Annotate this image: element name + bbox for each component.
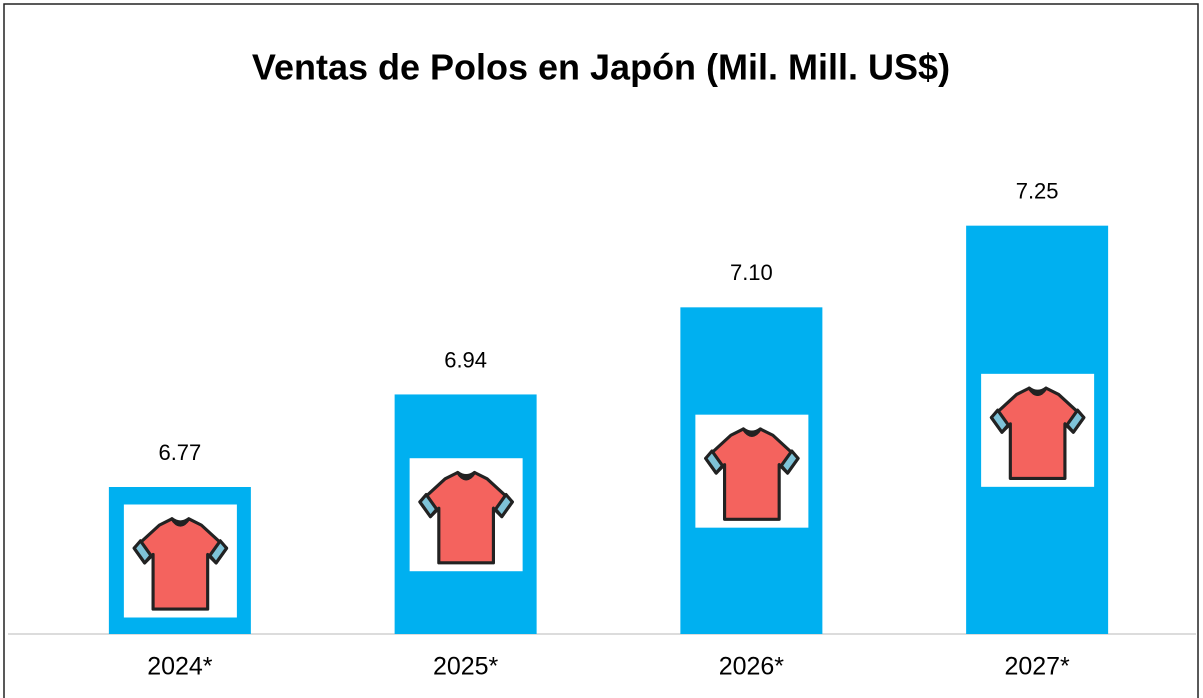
chart-title: Ventas de Polos en Japón (Mil. Mill. US$… <box>252 47 950 88</box>
shirt-cuff <box>208 539 229 565</box>
shirt-cuff <box>779 449 800 475</box>
data-label: 7.10 <box>730 260 773 285</box>
shirt-cuff <box>132 539 153 565</box>
shirt-cuff <box>418 492 439 519</box>
shirt-collar <box>170 517 191 527</box>
shirt-collar <box>456 470 477 481</box>
shirt-cuff <box>704 449 725 475</box>
shirt-cuff <box>493 492 514 519</box>
x-tick-label: 2025* <box>433 653 499 681</box>
shirt-collar <box>1027 386 1048 396</box>
shirt-icon <box>695 414 809 528</box>
x-tick-label: 2026* <box>719 653 785 681</box>
data-label: 6.77 <box>158 440 201 465</box>
shirt-icon <box>981 373 1095 487</box>
shirt <box>418 470 514 565</box>
shirt-cuff <box>1065 408 1086 434</box>
shirt <box>132 517 229 611</box>
shirt-icon <box>409 458 523 572</box>
shirt-cuff <box>989 408 1010 434</box>
shirt-icon <box>123 504 237 618</box>
shirt <box>704 427 800 521</box>
data-label: 6.94 <box>444 347 487 372</box>
x-tick-label: 2027* <box>1004 653 1070 681</box>
shirt <box>989 386 1086 481</box>
x-tick-label: 2024* <box>147 653 213 681</box>
data-label: 7.25 <box>1016 178 1059 203</box>
shirt-collar <box>741 427 762 437</box>
